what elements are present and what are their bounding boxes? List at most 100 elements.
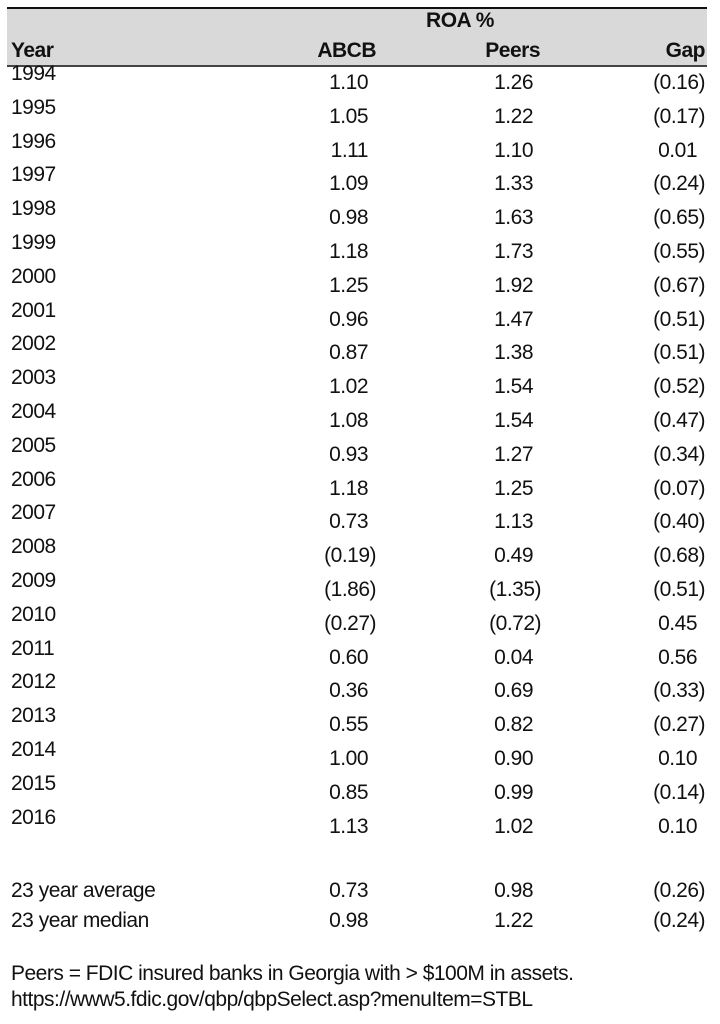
year-cell: 2011 bbox=[11, 636, 55, 660]
peers-cell: (0.72) bbox=[489, 611, 541, 635]
abcb-cell: 1.00 bbox=[329, 747, 368, 770]
column-header-peers: Peers bbox=[485, 39, 540, 62]
gap-cell: (0.07) bbox=[653, 476, 705, 500]
abcb-cell: 0.73 bbox=[329, 510, 368, 534]
year-cell: 1997 bbox=[11, 163, 56, 187]
abcb-cell: 0.73 bbox=[329, 879, 368, 902]
group-header-roa: ROA % bbox=[426, 9, 494, 32]
peers-cell: 1.54 bbox=[494, 409, 533, 432]
peers-cell: 1.63 bbox=[494, 206, 533, 230]
year-cell: 2000 bbox=[11, 264, 56, 288]
year-cell: 2009 bbox=[11, 569, 56, 592]
peers-cell: 1.92 bbox=[494, 273, 533, 297]
abcb-cell: 0.98 bbox=[329, 909, 368, 932]
column-header-gap: Gap bbox=[665, 39, 706, 62]
peers-cell: 0.99 bbox=[494, 780, 533, 804]
gap-cell: (0.52) bbox=[653, 375, 705, 399]
year-cell: 1998 bbox=[11, 197, 56, 221]
gap-cell: 0.10 bbox=[658, 747, 697, 770]
abcb-cell: 0.55 bbox=[329, 713, 368, 737]
gap-cell: (0.33) bbox=[653, 679, 705, 703]
year-cell: 2016 bbox=[11, 805, 56, 829]
table-header bbox=[7, 7, 707, 67]
abcb-cell: 0.93 bbox=[329, 442, 368, 466]
year-cell: 2005 bbox=[11, 433, 56, 457]
abcb-cell: (0.27) bbox=[324, 611, 376, 635]
year-cell: 1999 bbox=[11, 231, 56, 254]
gap-cell: (0.14) bbox=[653, 780, 705, 804]
gap-cell: (0.40) bbox=[653, 510, 705, 534]
peers-cell: 0.69 bbox=[494, 679, 533, 703]
gap-cell: 0.10 bbox=[658, 814, 697, 838]
gap-cell: (0.51) bbox=[653, 341, 705, 365]
gap-cell: (0.24) bbox=[653, 909, 705, 932]
year-cell: 2014 bbox=[11, 738, 56, 761]
abcb-cell: 0.96 bbox=[329, 307, 368, 331]
year-cell: 2007 bbox=[11, 501, 56, 525]
year-cell: 1994 bbox=[11, 62, 56, 85]
gap-cell: 0.01 bbox=[658, 138, 697, 162]
peers-cell: 1.27 bbox=[494, 442, 533, 466]
year-cell: 2001 bbox=[11, 298, 56, 322]
peers-cell: 1.22 bbox=[494, 104, 533, 128]
abcb-cell: 1.02 bbox=[329, 375, 368, 399]
gap-cell: (0.24) bbox=[653, 172, 705, 196]
abcb-cell: 1.11 bbox=[330, 138, 369, 162]
peers-cell: 1.13 bbox=[494, 510, 533, 534]
peers-cell: 1.73 bbox=[494, 240, 533, 263]
peers-cell: 1.54 bbox=[494, 375, 533, 399]
year-cell: 2008 bbox=[11, 535, 56, 559]
year-cell: 2012 bbox=[11, 670, 56, 694]
column-header-abcb: ABCB bbox=[317, 39, 376, 62]
peers-cell: 0.90 bbox=[494, 747, 533, 770]
year-cell: 23 year average bbox=[11, 879, 156, 902]
abcb-cell: 0.87 bbox=[329, 341, 368, 365]
abcb-cell: 1.18 bbox=[329, 476, 368, 500]
year-cell: 2003 bbox=[11, 366, 56, 390]
abcb-cell: 0.98 bbox=[329, 206, 368, 230]
abcb-cell: 0.60 bbox=[329, 645, 368, 669]
abcb-cell: 1.25 bbox=[329, 273, 368, 297]
year-cell: 2013 bbox=[11, 704, 56, 728]
abcb-cell: 0.36 bbox=[329, 679, 368, 703]
peers-cell: 1.33 bbox=[494, 172, 533, 196]
abcb-cell: 1.10 bbox=[329, 71, 368, 94]
peers-cell: 1.26 bbox=[494, 71, 533, 94]
year-cell: 2002 bbox=[11, 332, 56, 356]
abcb-cell: 1.09 bbox=[329, 172, 368, 196]
gap-cell: (0.68) bbox=[653, 544, 705, 568]
year-cell: 2015 bbox=[11, 771, 56, 795]
gap-cell: (0.55) bbox=[653, 240, 705, 263]
peers-cell: 1.10 bbox=[494, 138, 533, 162]
gap-cell: (0.16) bbox=[653, 71, 705, 94]
abcb-cell: 1.18 bbox=[329, 240, 368, 263]
year-cell: 1996 bbox=[11, 129, 56, 153]
gap-cell: (0.51) bbox=[653, 578, 705, 601]
abcb-cell: 0.85 bbox=[329, 780, 368, 804]
peers-cell: 1.47 bbox=[494, 307, 533, 331]
abcb-cell: (1.86) bbox=[324, 578, 376, 601]
peers-cell: (1.35) bbox=[489, 578, 541, 601]
peers-cell: 1.38 bbox=[494, 341, 533, 365]
abcb-cell: (0.19) bbox=[324, 544, 376, 568]
peers-cell: 0.82 bbox=[494, 713, 533, 737]
gap-cell: 0.56 bbox=[658, 645, 697, 669]
abcb-cell: 1.05 bbox=[329, 104, 368, 128]
year-cell: 2010 bbox=[11, 602, 56, 626]
peers-cell: 1.25 bbox=[494, 476, 533, 500]
gap-cell: (0.51) bbox=[653, 307, 705, 331]
gap-cell: (0.26) bbox=[653, 879, 705, 902]
year-cell: 2004 bbox=[11, 400, 56, 423]
column-header-year: Year bbox=[11, 39, 54, 62]
peers-cell: 1.02 bbox=[494, 814, 533, 838]
peers-cell: 0.04 bbox=[494, 645, 533, 669]
gap-cell: 0.45 bbox=[658, 611, 697, 635]
gap-cell: (0.17) bbox=[653, 104, 705, 128]
year-cell: 1995 bbox=[11, 95, 56, 119]
footnote-source-link: https://www5.fdic.gov/qbp/qbpSelect.asp?… bbox=[11, 988, 533, 1011]
abcb-cell: 1.08 bbox=[329, 409, 368, 432]
peers-cell: 0.98 bbox=[494, 879, 533, 902]
peers-cell: 0.49 bbox=[494, 544, 533, 568]
peers-cell: 1.22 bbox=[494, 909, 533, 932]
abcb-cell: 1.13 bbox=[329, 814, 368, 838]
